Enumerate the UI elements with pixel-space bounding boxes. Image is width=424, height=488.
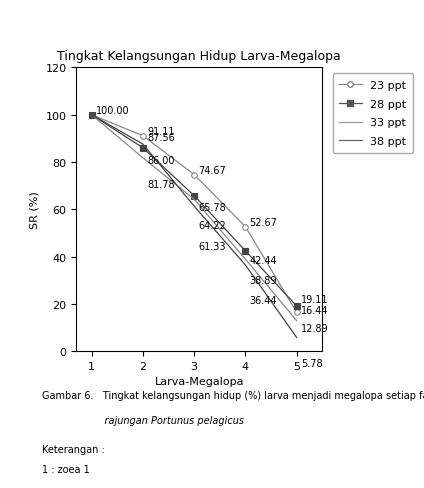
Title: Tingkat Kelangsungan Hidup Larva-Megalopa: Tingkat Kelangsungan Hidup Larva-Megalop… xyxy=(57,50,341,63)
Text: 64.22: 64.22 xyxy=(198,221,226,231)
Text: 16.44: 16.44 xyxy=(301,305,328,315)
Text: 12.89: 12.89 xyxy=(301,323,328,333)
Text: 100.00: 100.00 xyxy=(96,106,129,116)
Text: 5.78: 5.78 xyxy=(301,359,322,368)
Text: 1 : zoea 1: 1 : zoea 1 xyxy=(42,464,90,473)
Text: 87.56: 87.56 xyxy=(147,133,175,143)
X-axis label: Larva-Megalopa: Larva-Megalopa xyxy=(154,377,244,386)
Text: Gambar 6.   Tingkat kelangsungan hidup (%) larva menjadi megalopa setiap fase: Gambar 6. Tingkat kelangsungan hidup (%)… xyxy=(42,390,424,400)
Text: 52.67: 52.67 xyxy=(249,218,277,227)
Text: 19.11: 19.11 xyxy=(301,294,328,304)
Legend: 23 ppt, 28 ppt, 33 ppt, 38 ppt: 23 ppt, 28 ppt, 33 ppt, 38 ppt xyxy=(333,74,413,154)
Text: 42.44: 42.44 xyxy=(249,256,277,265)
Y-axis label: SR (%): SR (%) xyxy=(30,191,40,229)
Text: rajungan Portunus pelagicus: rajungan Portunus pelagicus xyxy=(42,415,244,425)
Text: Keterangan :: Keterangan : xyxy=(42,444,105,454)
Text: 36.44: 36.44 xyxy=(249,296,277,306)
Text: 61.33: 61.33 xyxy=(198,242,226,252)
Text: 81.78: 81.78 xyxy=(147,180,175,189)
Text: 86.00: 86.00 xyxy=(147,155,175,165)
Text: 38.89: 38.89 xyxy=(249,276,277,286)
Text: 91.11: 91.11 xyxy=(147,127,175,137)
Text: 65.78: 65.78 xyxy=(198,203,226,213)
Text: 74.67: 74.67 xyxy=(198,165,226,176)
